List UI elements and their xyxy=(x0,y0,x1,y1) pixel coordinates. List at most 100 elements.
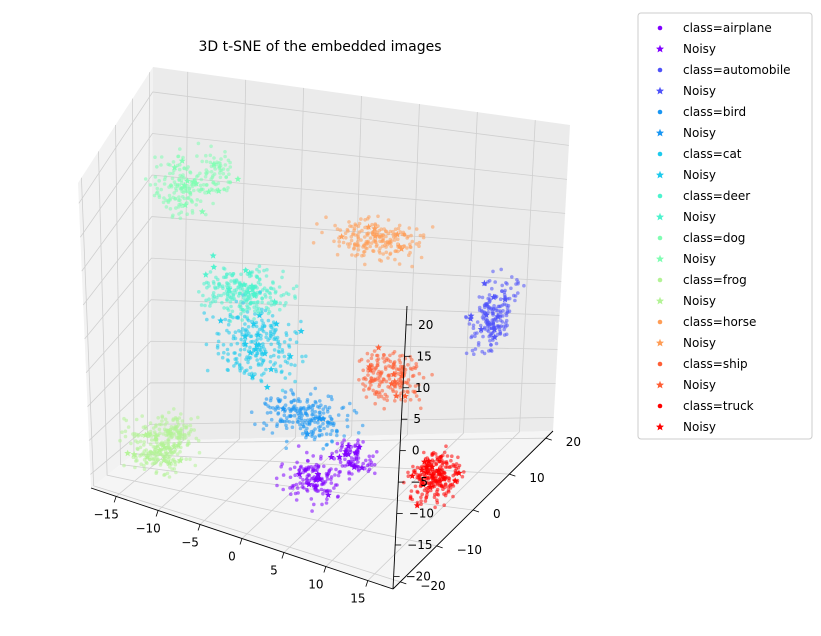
data-point xyxy=(422,475,427,479)
noisy-point xyxy=(241,332,249,340)
data-point xyxy=(433,492,437,497)
data-point xyxy=(247,274,252,279)
data-point xyxy=(340,441,345,445)
data-point xyxy=(293,363,297,368)
data-point xyxy=(402,394,407,398)
data-point xyxy=(182,176,186,180)
data-point xyxy=(211,299,215,304)
data-point xyxy=(233,291,238,295)
data-point xyxy=(291,392,296,397)
noisy-point xyxy=(421,458,428,465)
data-point xyxy=(165,446,170,450)
data-point xyxy=(286,292,291,297)
data-point xyxy=(348,242,352,246)
data-point xyxy=(396,372,401,376)
noisy-point xyxy=(161,443,168,450)
legend-marker-noisy xyxy=(656,380,664,389)
data-point xyxy=(238,303,242,307)
data-point xyxy=(164,205,169,209)
data-point xyxy=(413,484,418,489)
data-point xyxy=(126,425,131,429)
noisy-point xyxy=(304,430,311,437)
legend-frame xyxy=(637,12,813,440)
legend-marker-class xyxy=(657,193,663,199)
data-point xyxy=(415,489,420,494)
data-point xyxy=(419,480,424,485)
data-point xyxy=(514,282,518,286)
data-point xyxy=(366,469,371,474)
data-point xyxy=(247,355,251,360)
data-point xyxy=(422,488,427,493)
data-point xyxy=(494,306,498,311)
data-point xyxy=(286,322,291,327)
data-point xyxy=(167,185,171,189)
data-point xyxy=(353,222,358,226)
data-point xyxy=(439,472,444,476)
data-point xyxy=(347,459,351,464)
data-point xyxy=(169,425,174,429)
data-point xyxy=(510,275,514,279)
data-point xyxy=(259,345,264,350)
data-point xyxy=(176,436,180,440)
noisy-point xyxy=(366,366,374,373)
data-point xyxy=(451,494,455,499)
data-point xyxy=(160,419,164,423)
data-point xyxy=(501,314,505,318)
data-point xyxy=(329,417,334,421)
data-point xyxy=(299,418,304,423)
data-point xyxy=(242,309,246,314)
data-point xyxy=(185,178,189,183)
data-point xyxy=(337,236,341,240)
data-point xyxy=(289,492,293,497)
data-point xyxy=(160,415,165,420)
data-point xyxy=(392,383,397,387)
data-point xyxy=(228,272,232,276)
data-point xyxy=(172,442,176,446)
data-point xyxy=(228,165,233,169)
data-point xyxy=(330,440,334,444)
data-point xyxy=(240,318,244,322)
data-point xyxy=(208,153,213,158)
data-point xyxy=(192,428,196,432)
data-point xyxy=(282,340,287,344)
data-point xyxy=(335,252,340,257)
data-point xyxy=(381,252,386,256)
z-tick-label: 10 xyxy=(415,381,430,395)
data-point xyxy=(442,470,447,475)
data-point xyxy=(349,456,354,460)
data-point xyxy=(377,384,381,389)
data-point xyxy=(329,467,333,471)
data-point xyxy=(443,482,448,486)
data-point xyxy=(270,323,274,328)
data-point xyxy=(295,406,299,411)
data-point xyxy=(190,184,195,189)
data-point xyxy=(163,429,168,434)
x-tick-label: 0 xyxy=(228,550,236,564)
data-point xyxy=(285,439,289,444)
y-tick-mark xyxy=(472,509,480,513)
noisy-point xyxy=(271,298,278,305)
data-point xyxy=(260,300,264,305)
data-point xyxy=(282,303,287,308)
data-point xyxy=(239,272,243,277)
data-point xyxy=(373,239,378,244)
data-point xyxy=(161,200,166,205)
data-point xyxy=(505,310,510,315)
data-point xyxy=(207,297,211,302)
data-point xyxy=(433,505,437,510)
legend-label-noisy: Noisy xyxy=(683,336,716,350)
data-point xyxy=(199,303,204,307)
noisy-point xyxy=(435,466,443,473)
data-point xyxy=(313,386,318,391)
data-point xyxy=(480,295,485,300)
data-point xyxy=(320,502,324,507)
data-point xyxy=(246,318,251,323)
data-point xyxy=(372,349,377,353)
data-point xyxy=(122,463,126,468)
data-point xyxy=(325,442,329,447)
data-point xyxy=(238,291,243,296)
data-point xyxy=(348,462,353,467)
data-point xyxy=(322,464,326,469)
data-point xyxy=(340,464,345,468)
data-point xyxy=(262,268,266,273)
